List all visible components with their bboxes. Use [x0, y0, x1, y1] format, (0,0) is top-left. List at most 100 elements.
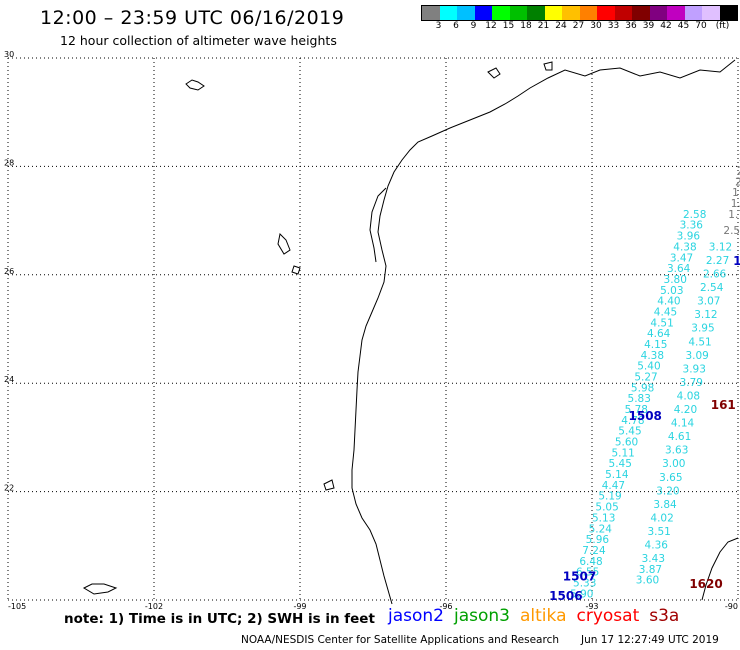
wave-height-value: 2.22 — [735, 176, 740, 188]
scale-label: 15 — [502, 21, 515, 31]
scale-label: 36 — [625, 21, 637, 31]
scale-label: 39 — [642, 21, 655, 31]
scale-label: 9 — [470, 21, 477, 31]
wave-height-value: 3.84 — [653, 499, 677, 511]
pass-number: 1507 — [563, 569, 596, 583]
jason3-wave-heights: 5.905.336.556.487.245.965.245.135.055.19… — [570, 209, 706, 600]
scale-swatch — [579, 6, 597, 20]
scale-swatch — [632, 6, 650, 20]
wave-height-value: 5.27 — [634, 371, 657, 383]
wave-height-value: 5.96 — [586, 534, 610, 546]
scale-swatch — [719, 6, 737, 20]
island-1 — [185, 79, 205, 91]
scale-label: 70 — [695, 21, 707, 31]
latitude-label: 30 — [4, 50, 14, 59]
wave-height-value: 3.93 — [683, 363, 706, 375]
wave-height-value: 3.79 — [680, 377, 703, 389]
wave-height-value: 4.36 — [645, 540, 669, 552]
scale-swatch — [457, 6, 475, 20]
wave-height-value: 4.45 — [654, 306, 677, 318]
scale-swatch — [492, 6, 510, 20]
satellite-altika: altika — [520, 606, 567, 626]
scale-swatch — [702, 6, 720, 20]
wave-height-value: 5.90 — [570, 588, 593, 600]
footer: NOAA/NESDIS Center for Satellite Applica… — [241, 634, 719, 646]
wave-height-value: 4.02 — [650, 512, 673, 524]
pass-number: 1506 — [549, 589, 582, 603]
wave-height-value: 3.12 — [694, 309, 717, 321]
scale-label: 45 — [677, 21, 690, 31]
island-3 — [277, 232, 291, 255]
island-7 — [323, 479, 335, 491]
longitude-label: -99 — [293, 602, 306, 611]
island-6 — [543, 61, 553, 71]
satellite-s3a: s3a — [649, 606, 680, 626]
wave-height-value: 4.38 — [641, 350, 664, 362]
wave-height-value: 3.87 — [639, 564, 662, 576]
wave-height-value: 5.11 — [611, 447, 634, 459]
wave-height-value: 5.19 — [598, 491, 621, 503]
wave-height-value: 3.60 — [636, 575, 659, 587]
wave-height-value: 3.20 — [656, 485, 679, 497]
wave-height-value: 4.15 — [644, 339, 667, 351]
wave-height-value: 4.61 — [668, 431, 691, 443]
wave-height-value: 2.66 — [703, 269, 727, 281]
island-2 — [82, 583, 118, 595]
gulf-coastline — [351, 59, 736, 605]
wave-height-value: 2.28 — [737, 166, 740, 178]
wave-height-value: 7.24 — [582, 545, 606, 557]
pass-number: 1620 — [689, 577, 722, 591]
wave-height-value: 3.47 — [670, 252, 693, 264]
pass-number: 1508 — [629, 409, 662, 423]
pass-number: 161 — [711, 398, 736, 412]
longitude-label: -96 — [439, 602, 452, 611]
scale-swatch — [562, 6, 580, 20]
wave-height-value: 2.27 — [706, 255, 729, 267]
wave-height-value: 5.13 — [592, 512, 615, 524]
wave-height-value: 4.78 — [621, 415, 644, 427]
scale-label: 30 — [590, 21, 602, 31]
scale-label: 27 — [572, 21, 585, 31]
wave-height-value: 5.24 — [589, 523, 613, 535]
wave-height-value: 2.58 — [683, 209, 706, 221]
scale-label: 12 — [485, 21, 497, 31]
scale-label: 33 — [607, 21, 620, 31]
longitude-label: -90 — [725, 602, 738, 611]
island-4 — [291, 265, 301, 275]
wave-height-value: 4.47 — [602, 480, 625, 492]
scale-label: 18 — [520, 21, 532, 31]
longitude-label: -93 — [585, 602, 598, 611]
latitude-label: 24 — [4, 375, 14, 384]
scale-swatch — [614, 6, 632, 20]
wave-height-value: 4.08 — [677, 390, 700, 402]
wave-height-value: 1.76 — [731, 198, 740, 210]
satellite-jason3: jason3 — [454, 606, 510, 626]
wave-height-value: 5.14 — [605, 469, 629, 481]
scale-swatch — [474, 6, 492, 20]
wave-height-value: 5.98 — [631, 382, 654, 394]
wave-height-value: 5.60 — [615, 437, 638, 449]
scale-swatch — [667, 6, 685, 20]
latitude-label: 22 — [4, 484, 14, 493]
wave-height-value: 5.05 — [595, 502, 618, 514]
scale-swatch — [649, 6, 667, 20]
wave-height-value: 2.20 — [739, 152, 740, 164]
scale-label: 3 — [435, 21, 442, 31]
wave-height-value: 4.40 — [657, 296, 680, 308]
yucatan-coastline — [701, 537, 739, 601]
lat-lon-grid: -105 -102 -99 -96 -93 -90 30 28 26 24 22 — [4, 50, 739, 611]
wave-height-value: 6.55 — [576, 567, 599, 579]
wave-height-value: 5.45 — [618, 426, 641, 438]
scale-swatch — [597, 6, 615, 20]
wave-height-value: 3.07 — [697, 296, 720, 308]
longitude-label: -105 — [8, 602, 26, 611]
scale-swatch — [527, 6, 545, 20]
longitude-label: -102 — [145, 602, 163, 611]
wave-height-value: 5.40 — [637, 361, 660, 373]
wave-height-value: 2.50 — [723, 225, 740, 237]
wave-height-value: 3.43 — [642, 553, 665, 565]
wave-height-value: 3.36 — [680, 220, 704, 232]
units-note: note: 1) Time is in UTC; 2) SWH is in fe… — [64, 611, 375, 627]
wave-height-value: 4.51 — [688, 336, 711, 348]
